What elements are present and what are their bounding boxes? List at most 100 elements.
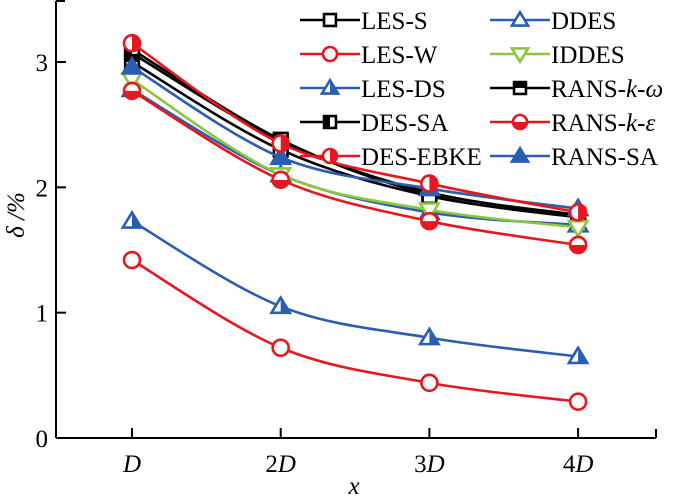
marker-outline bbox=[420, 211, 439, 231]
series-rans-k- bbox=[122, 81, 588, 255]
data-point bbox=[568, 235, 588, 255]
marker-outline bbox=[322, 12, 338, 28]
x-tick-label: 2D bbox=[265, 451, 296, 478]
y-axis-label: δ /% bbox=[3, 192, 30, 238]
legend-item: RANS-k-ω bbox=[490, 76, 663, 103]
legend: LES-S LES-W LES-DS DES-SA DES-EBKE DDES IDDES R… bbox=[300, 8, 663, 171]
marker-outline bbox=[321, 147, 339, 165]
marker-outline bbox=[269, 295, 293, 315]
x-tick-label-symbol: D bbox=[426, 451, 445, 478]
data-point bbox=[122, 250, 142, 270]
marker-outline bbox=[269, 145, 293, 165]
legend-label: RANS-k-ω bbox=[551, 76, 663, 103]
marker-outline bbox=[568, 392, 588, 411]
legend-item: LES-W bbox=[300, 42, 438, 69]
marker-outline bbox=[420, 373, 439, 393]
marker-outline bbox=[120, 55, 144, 75]
legend-marker-square bbox=[322, 12, 338, 28]
legend-label: IDDES bbox=[551, 42, 625, 69]
marker-bg bbox=[511, 12, 529, 26]
legend-label-part: - bbox=[637, 110, 645, 137]
marker-bg bbox=[323, 47, 337, 61]
legend-label-part: DDES bbox=[551, 8, 616, 35]
marker-outline bbox=[568, 203, 588, 222]
marker-outline bbox=[120, 209, 144, 229]
legend-label-part: RANS- bbox=[551, 76, 626, 103]
marker-outline bbox=[319, 77, 341, 95]
legend-label: LES-W bbox=[361, 42, 438, 69]
marker-bg bbox=[420, 203, 439, 219]
data-point bbox=[271, 134, 291, 153]
legend-item: IDDES bbox=[490, 42, 625, 69]
series-line bbox=[131, 89, 579, 247]
marker-outline bbox=[271, 170, 291, 190]
legend-label: RANS-k-ε bbox=[551, 110, 655, 137]
legend-label-part: LES-S bbox=[361, 8, 428, 35]
legend-label-part: LES-DS bbox=[361, 76, 446, 103]
data-point bbox=[269, 145, 293, 165]
legend-marker-circle bbox=[321, 147, 339, 165]
x-tick-label-symbol: D bbox=[277, 451, 296, 478]
legend-marker-square bbox=[512, 80, 528, 96]
y-tick-label: 0 bbox=[36, 426, 49, 453]
legend-label: LES-DS bbox=[361, 76, 446, 103]
x-axis-label: x bbox=[347, 473, 359, 500]
legend-item: RANS-k-ε bbox=[490, 110, 655, 137]
data-point bbox=[566, 345, 590, 365]
data-point bbox=[120, 55, 144, 75]
legend-label: DDES bbox=[551, 8, 616, 35]
data-point bbox=[271, 338, 291, 358]
marker-outline bbox=[509, 145, 531, 163]
series-line bbox=[131, 78, 579, 229]
series-les-s bbox=[123, 45, 587, 224]
x-tick-label: D bbox=[122, 451, 141, 478]
marker-bg bbox=[511, 48, 529, 62]
series-layer bbox=[120, 33, 590, 411]
legend-label-part: ε bbox=[645, 110, 655, 137]
series-des-ebke bbox=[122, 33, 588, 222]
series-les-ds bbox=[120, 209, 590, 365]
legend-label: DES-EBKE bbox=[361, 144, 482, 171]
marker-bg bbox=[324, 14, 336, 26]
legend-label-part: DES-EBKE bbox=[361, 144, 482, 171]
marker-outline bbox=[417, 202, 441, 222]
marker-bg bbox=[122, 73, 142, 89]
series-line bbox=[131, 258, 579, 403]
y-tick-label: 3 bbox=[36, 50, 49, 77]
x-tick-label: 3D bbox=[414, 451, 445, 478]
legend-label-part: - bbox=[637, 76, 645, 103]
legend-marker-circle bbox=[511, 113, 529, 131]
legend-label: LES-S bbox=[361, 8, 428, 35]
legend-label: RANS-SA bbox=[551, 144, 658, 171]
marker-outline bbox=[509, 9, 531, 27]
series-line bbox=[131, 42, 579, 214]
legend-label: DES-SA bbox=[361, 110, 449, 137]
legend-marker-square bbox=[322, 114, 338, 130]
marker-fill bbox=[511, 148, 529, 162]
legend-label-part: LES-W bbox=[361, 42, 438, 69]
marker-bg bbox=[124, 252, 140, 269]
legend-label-part: ω bbox=[645, 76, 663, 103]
y-tick-label: 2 bbox=[36, 175, 49, 202]
marker-bg bbox=[272, 339, 289, 356]
legend-label-part: DES-SA bbox=[361, 110, 449, 137]
marker-fill bbox=[122, 58, 142, 74]
data-point bbox=[271, 170, 291, 190]
data-point bbox=[417, 326, 441, 346]
data-point bbox=[120, 209, 144, 229]
data-point bbox=[420, 373, 439, 393]
data-point bbox=[122, 81, 142, 101]
x-tick-label-number: 4 bbox=[563, 451, 576, 478]
legend-marker-triangle bbox=[509, 145, 531, 163]
x-tick-label: 4D bbox=[563, 451, 594, 478]
series-line bbox=[131, 220, 579, 358]
marker-outline bbox=[568, 235, 588, 255]
y-tick-label: 1 bbox=[36, 301, 49, 328]
marker-outline bbox=[271, 134, 291, 153]
marker-outline bbox=[420, 174, 439, 193]
data-point bbox=[417, 202, 441, 222]
marker-outline bbox=[122, 250, 142, 270]
marker-outline bbox=[509, 47, 531, 65]
marker-outline bbox=[122, 33, 142, 53]
